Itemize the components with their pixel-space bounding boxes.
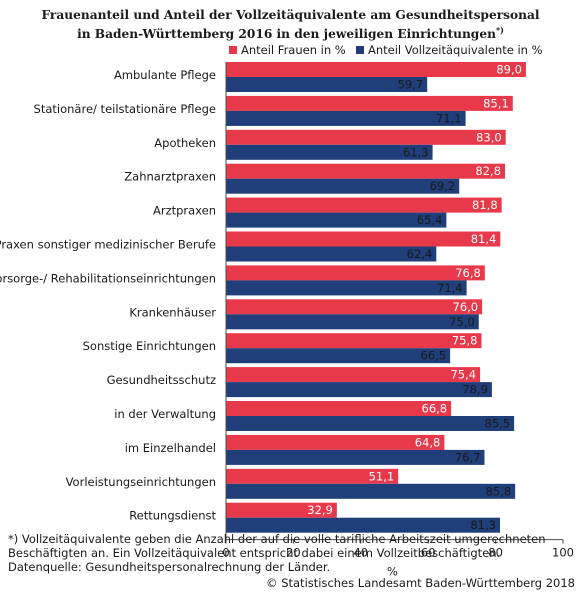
bar-vza	[226, 314, 479, 330]
category-label: Gesundheitsschutz	[107, 373, 216, 387]
data-label-frauen: 64,8	[415, 435, 441, 449]
data-label-vza: 78,9	[462, 383, 488, 397]
category-label: im Einzelhandel	[125, 441, 216, 455]
data-label-frauen: 83,0	[476, 130, 502, 144]
legend-label-vza: Anteil Vollzeitäquivalente in %	[368, 43, 543, 57]
data-label-frauen: 76,8	[455, 266, 481, 280]
data-label-vza: 65,4	[417, 213, 443, 227]
chart-title-line1: Frauenanteil und Anteil der Vollzeitäqui…	[41, 8, 540, 22]
bar-vza	[226, 449, 485, 465]
data-label-frauen: 85,1	[483, 96, 509, 110]
data-label-vza: 66,5	[420, 349, 446, 363]
chart-title-line2-text: in Baden-Württemberg 2016 in den jeweili…	[77, 27, 496, 42]
bar-vza	[226, 246, 437, 262]
bar-frauen	[226, 333, 482, 349]
footnote: *) Vollzeitäquivalente geben die Anzahl …	[8, 532, 546, 574]
bar-vza	[226, 416, 515, 431]
bar-frauen	[226, 163, 506, 179]
data-label-frauen: 51,1	[369, 469, 395, 483]
category-label: in der Verwaltung	[114, 407, 216, 421]
x-tick-label: 80	[488, 546, 503, 560]
bar-frauen	[226, 265, 485, 281]
category-label: Arztpraxen	[153, 204, 216, 218]
bar-frauen	[226, 197, 502, 213]
footnote-line2: Beschäftigten an. Ein Vollzeitäquivalent…	[8, 546, 501, 560]
data-label-frauen: 81,4	[471, 232, 497, 246]
category-label: Zahnarztpraxen	[124, 170, 216, 184]
bar-frauen	[226, 502, 337, 518]
legend: Anteil Frauen in % Anteil Vollzeitäquiva…	[0, 43, 581, 57]
data-label-vza: 69,2	[430, 179, 456, 193]
data-label-frauen: 75,4	[450, 368, 476, 382]
data-label-vza: 59,7	[398, 78, 424, 92]
category-label: Rettungsdienst	[129, 509, 216, 523]
bar-frauen	[226, 62, 526, 77]
bar-frauen	[226, 95, 513, 111]
bar-vza	[226, 77, 428, 92]
data-label-vza: 71,1	[436, 111, 462, 125]
bar-vza	[226, 144, 433, 160]
bar-vza	[226, 382, 492, 398]
legend-swatch-frauen	[229, 46, 237, 54]
data-label-vza: 81,3	[470, 518, 496, 532]
category-label: Vorsorge-/ Rehabilitationseinrichtungen	[0, 271, 216, 285]
data-label-frauen: 89,0	[496, 63, 522, 77]
category-label: Apotheken	[154, 136, 216, 150]
chart-title: Frauenanteil und Anteil der Vollzeitäqui…	[0, 8, 581, 42]
x-tick-label: 0	[222, 546, 229, 560]
x-axis-title: %	[387, 565, 398, 579]
x-tick-label: 40	[353, 546, 368, 560]
data-label-vza: 71,4	[437, 281, 463, 295]
footnote-line1: *) Vollzeitäquivalente geben die Anzahl …	[8, 532, 546, 546]
bar-vza	[226, 110, 466, 126]
category-label: Ambulante Pflege	[114, 68, 216, 82]
bar-vza	[226, 483, 516, 499]
footnote-line3: Datenquelle: Gesundheitspersonalrechnung…	[8, 560, 331, 574]
footnote-mark: *)	[495, 25, 504, 35]
data-label-vza: 61,3	[403, 145, 429, 159]
bar-frauen	[226, 299, 483, 315]
bar-frauen	[226, 401, 452, 416]
data-label-frauen: 76,0	[453, 300, 479, 314]
data-label-vza: 85,8	[486, 484, 512, 498]
bar-vza	[226, 280, 467, 296]
data-label-frauen: 75,8	[452, 334, 478, 348]
category-label: Stationäre/ teilstationäre Pflege	[34, 102, 216, 116]
chart-title-line2: in Baden-Württemberg 2016 in den jeweili…	[0, 23, 581, 42]
bar-frauen	[226, 367, 481, 383]
data-label-vza: 75,0	[449, 315, 475, 329]
data-label-vza: 76,7	[455, 450, 481, 464]
bar-frauen	[226, 434, 445, 450]
data-label-frauen: 32,9	[307, 503, 333, 517]
bar-frauen	[226, 468, 399, 484]
x-tick-label: 20	[286, 546, 301, 560]
legend-swatch-vza	[356, 46, 364, 54]
bar-vza	[226, 348, 451, 364]
data-label-frauen: 66,8	[422, 402, 448, 416]
x-tick-label: 100	[552, 546, 574, 560]
data-label-frauen: 82,8	[475, 164, 501, 178]
bar-frauen	[226, 231, 501, 247]
bar-vza	[226, 212, 447, 228]
source-credit: © Statistisches Landesamt Baden-Württemb…	[266, 576, 575, 590]
category-label: Krankenhäuser	[129, 305, 216, 319]
category-label: Praxen sonstiger medizinischer Berufe	[0, 238, 216, 252]
data-label-vza: 62,4	[407, 247, 433, 261]
data-label-vza: 85,5	[485, 417, 511, 431]
bar-vza	[226, 178, 460, 194]
legend-label-frauen: Anteil Frauen in %	[241, 43, 346, 57]
x-tick-label: 60	[421, 546, 436, 560]
data-label-frauen: 81,8	[472, 198, 498, 212]
bar-vza	[226, 517, 500, 533]
category-label: Vorleistungseinrichtungen	[66, 475, 216, 489]
category-label: Sonstige Einrichtungen	[83, 339, 216, 353]
bar-frauen	[226, 129, 506, 145]
